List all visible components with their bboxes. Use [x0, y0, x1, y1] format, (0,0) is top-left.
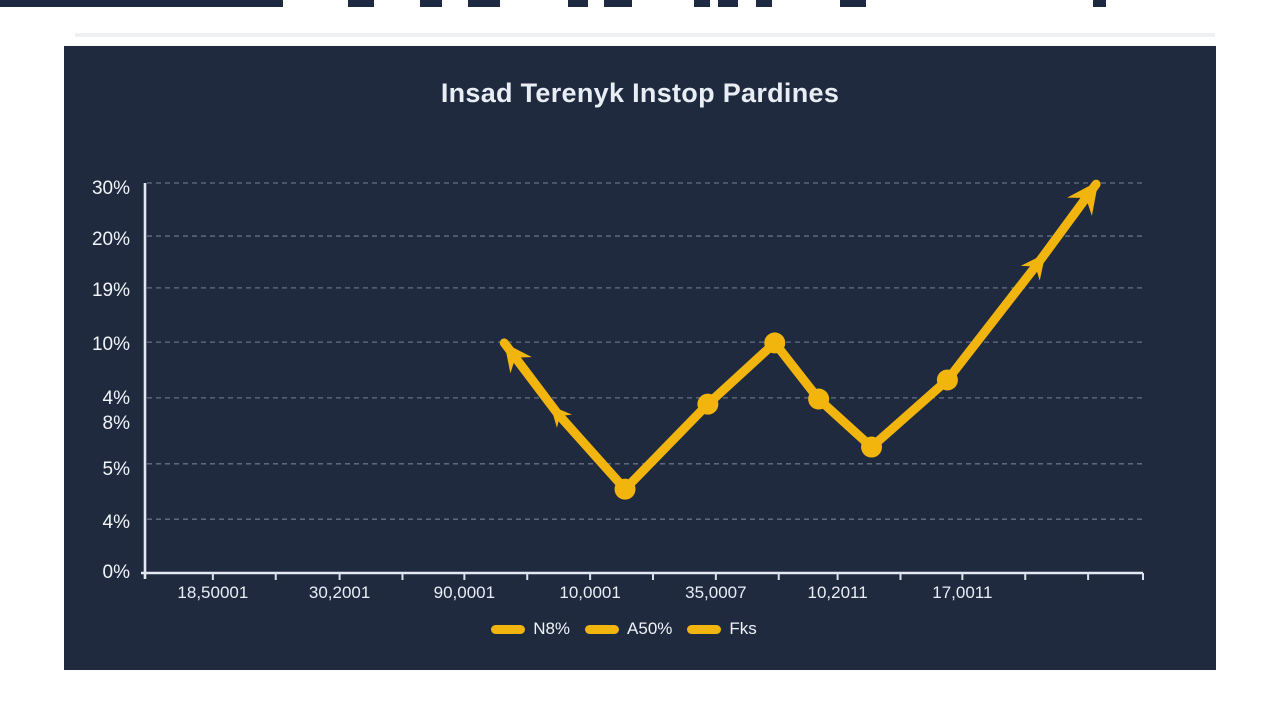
y-tick-label: 10% [92, 334, 130, 355]
y-tick-label: 5% [103, 459, 131, 480]
y-tick-label: 19% [92, 280, 130, 301]
top-edge-dash [420, 0, 442, 7]
x-tick-label: 10,2011 [808, 583, 868, 602]
series-line [499, 179, 1101, 494]
top-edge-dash [718, 0, 738, 7]
legend-marker-pill [585, 624, 620, 634]
x-axis-labels: 18,50001 30,2001 90,0001 10,0001 35,0007 10,2… [177, 583, 992, 602]
arrow-marker [1020, 253, 1046, 281]
faint-gray-line [75, 33, 1215, 37]
y-tick-label: 20% [92, 229, 130, 250]
arrow-marker [550, 405, 573, 429]
top-edge-dash [568, 0, 588, 7]
top-edge-dash [0, 0, 283, 7]
top-edge-dash [756, 0, 772, 7]
chart-title: Insad Terenyk Instop Pardines [440, 78, 840, 108]
data-point [764, 332, 786, 354]
data-point [808, 388, 830, 410]
arrow-marker [504, 342, 532, 374]
legend-label: Fks [729, 619, 757, 638]
legend-label: A50% [627, 619, 673, 638]
top-edge-dash [348, 0, 374, 7]
legend-marker-pill [687, 624, 722, 634]
x-tick-label: 18,50001 [177, 583, 248, 602]
y-tick-label: 0% [103, 562, 131, 583]
top-edge-dash [840, 0, 866, 7]
chart-svg: 18,50001 30,2001 90,0001 10,0001 35,0007 10,2… [92, 178, 1144, 602]
top-edge-dash [604, 0, 632, 7]
y-axis-labels: 30% 20% 19% 10% 4% 8% 5% 4% 0% [92, 178, 130, 583]
legend-item: N8% [491, 619, 570, 639]
legend: N8% A50% Fks [48, 616, 1200, 642]
x-tick-label: 90,0001 [434, 583, 495, 602]
y-tick-label: 4% [103, 388, 131, 409]
data-point [614, 478, 636, 500]
x-tick-label: 30,2001 [309, 583, 370, 602]
data-point [936, 369, 958, 391]
top-edge-dash [1093, 0, 1106, 7]
legend-item: A50% [585, 619, 672, 639]
x-ticks [211, 573, 1144, 580]
x-tick-label: 10,0001 [559, 583, 620, 602]
x-tick-label: 35,0007 [685, 583, 746, 602]
top-edge-dashes [0, 0, 1280, 8]
chart-card: 18,50001 30,2001 90,0001 10,0001 35,0007 10,2… [64, 46, 1216, 670]
axes [141, 183, 1143, 579]
x-tick-label: 17,0011 [932, 583, 992, 602]
arrow-marker [1067, 180, 1099, 216]
data-point [861, 436, 883, 458]
legend-label: N8% [533, 619, 571, 638]
top-edge-dash [468, 0, 500, 7]
y-tick-label: 30% [92, 178, 130, 199]
y-tick-label: 4% [103, 512, 131, 533]
legend-item: Fks [687, 619, 757, 639]
top-edge-dash [694, 0, 710, 7]
y-tick-label: 8% [103, 413, 131, 434]
data-point [697, 393, 719, 415]
legend-marker-pill [491, 624, 526, 634]
